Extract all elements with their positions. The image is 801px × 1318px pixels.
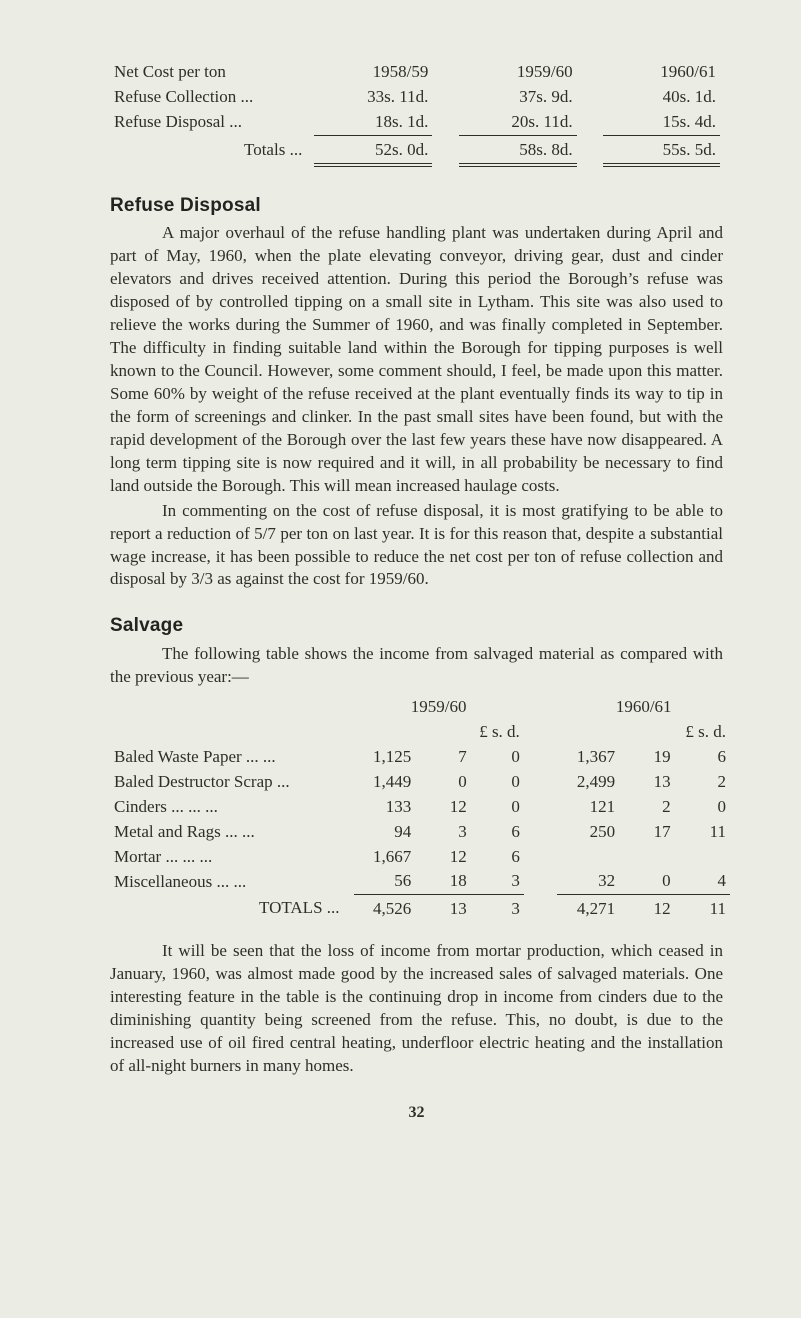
page-number: 32 xyxy=(110,1102,723,1124)
table-row: Refuse Disposal ... 18s. 1d. 20s. 11d. 1… xyxy=(110,110,720,135)
cell: 19 xyxy=(619,745,675,770)
cell: 18 xyxy=(415,869,471,894)
year-heading: 1959/60 xyxy=(354,695,524,720)
cell: 6 xyxy=(675,745,730,770)
row-label: Refuse Disposal ... xyxy=(110,110,314,135)
cell: 12 xyxy=(619,895,675,922)
cell: 11 xyxy=(675,820,730,845)
table-head-units: £ s. d. £ s. d. xyxy=(110,720,730,745)
cell: 1959/60 xyxy=(459,60,577,85)
body-paragraph: The following table shows the income fro… xyxy=(110,643,723,689)
spacer xyxy=(577,60,603,85)
row-label: Net Cost per ton xyxy=(110,60,314,85)
cell: 52s. 0d. xyxy=(314,138,432,163)
row-label: Totals ... xyxy=(110,138,314,163)
cell: 15s. 4d. xyxy=(603,110,720,135)
row-label: Baled Destructor Scrap ... xyxy=(110,770,354,795)
cell xyxy=(619,845,675,870)
cell: 3 xyxy=(471,895,524,922)
cost-per-ton-table: Net Cost per ton 1958/59 1959/60 1960/61… xyxy=(110,60,720,171)
cell: 32 xyxy=(557,869,619,894)
cell: 3 xyxy=(471,869,524,894)
cell: 6 xyxy=(471,820,524,845)
cell: 250 xyxy=(557,820,619,845)
body-paragraph: It will be seen that the loss of income … xyxy=(110,940,723,1078)
row-label: Miscellaneous ... ... xyxy=(110,869,354,894)
cell: 7 xyxy=(415,745,471,770)
row-label: Metal and Rags ... ... xyxy=(110,820,354,845)
cell xyxy=(557,845,619,870)
totals-row: Totals ... 52s. 0d. 58s. 8d. 55s. 5d. xyxy=(110,138,720,163)
table-row: Refuse Collection ... 33s. 11d. 37s. 9d.… xyxy=(110,85,720,110)
cell: 13 xyxy=(619,770,675,795)
cell: 20s. 11d. xyxy=(459,110,577,135)
cell: 2,499 xyxy=(557,770,619,795)
unit-heading: £ s. d. xyxy=(354,720,524,745)
section-heading-refuse-disposal: Refuse Disposal xyxy=(110,193,723,219)
cell: 1,367 xyxy=(557,745,619,770)
cell: 1,125 xyxy=(354,745,416,770)
cell: 133 xyxy=(354,795,416,820)
row-label: Refuse Collection ... xyxy=(110,85,314,110)
row-label: Cinders ... ... ... xyxy=(110,795,354,820)
section-heading-salvage: Salvage xyxy=(110,613,723,639)
cell: 0 xyxy=(619,869,675,894)
cell: 2 xyxy=(619,795,675,820)
cell: 1,667 xyxy=(354,845,416,870)
cell: 2 xyxy=(675,770,730,795)
cell: 40s. 1d. xyxy=(603,85,720,110)
cell: 6 xyxy=(471,845,524,870)
totals-row: TOTALS ... 4,526 13 3 4,271 12 11 xyxy=(110,895,730,922)
table-row: Baled Waste Paper ... ... 1,125 7 0 1,36… xyxy=(110,745,730,770)
row-label: Mortar ... ... ... xyxy=(110,845,354,870)
table-row: Cinders ... ... ... 133 12 0 121 2 0 xyxy=(110,795,730,820)
cell: 0 xyxy=(415,770,471,795)
cell: 94 xyxy=(354,820,416,845)
cell: 18s. 1d. xyxy=(314,110,432,135)
table-head-years: 1959/60 1960/61 xyxy=(110,695,730,720)
cell: 11 xyxy=(675,895,730,922)
cell: 55s. 5d. xyxy=(603,138,720,163)
cell: 37s. 9d. xyxy=(459,85,577,110)
page: Net Cost per ton 1958/59 1959/60 1960/61… xyxy=(0,0,801,1318)
cell: 1958/59 xyxy=(314,60,432,85)
cell: 121 xyxy=(557,795,619,820)
year-heading: 1960/61 xyxy=(557,695,730,720)
cell: 1,449 xyxy=(354,770,416,795)
cell: 12 xyxy=(415,845,471,870)
cell: 0 xyxy=(471,745,524,770)
cell: 12 xyxy=(415,795,471,820)
cell: 0 xyxy=(471,795,524,820)
body-paragraph: A major overhaul of the refuse handling … xyxy=(110,222,723,497)
cell: 4 xyxy=(675,869,730,894)
table-row: Baled Destructor Scrap ... 1,449 0 0 2,4… xyxy=(110,770,730,795)
cell: 0 xyxy=(471,770,524,795)
cell xyxy=(675,845,730,870)
cell: 3 xyxy=(415,820,471,845)
rule xyxy=(110,166,720,171)
unit-heading: £ s. d. xyxy=(557,720,730,745)
cell: 0 xyxy=(675,795,730,820)
table-row: Mortar ... ... ... 1,667 12 6 xyxy=(110,845,730,870)
table-row: Metal and Rags ... ... 94 3 6 250 17 11 xyxy=(110,820,730,845)
cell: 13 xyxy=(415,895,471,922)
cell: 17 xyxy=(619,820,675,845)
cell: 56 xyxy=(354,869,416,894)
cell: 1960/61 xyxy=(603,60,720,85)
cell: 58s. 8d. xyxy=(459,138,577,163)
table-row: Net Cost per ton 1958/59 1959/60 1960/61 xyxy=(110,60,720,85)
table-row: Miscellaneous ... ... 56 18 3 32 0 4 xyxy=(110,869,730,894)
spacer xyxy=(432,60,458,85)
cell: 33s. 11d. xyxy=(314,85,432,110)
row-label: Baled Waste Paper ... ... xyxy=(110,745,354,770)
cell: 4,526 xyxy=(354,895,416,922)
salvage-income-table: 1959/60 1960/61 £ s. d. £ s. d. Baled Wa… xyxy=(110,695,730,922)
row-label: TOTALS ... xyxy=(110,895,354,922)
cell: 4,271 xyxy=(557,895,619,922)
body-paragraph: In commenting on the cost of refuse disp… xyxy=(110,500,723,592)
